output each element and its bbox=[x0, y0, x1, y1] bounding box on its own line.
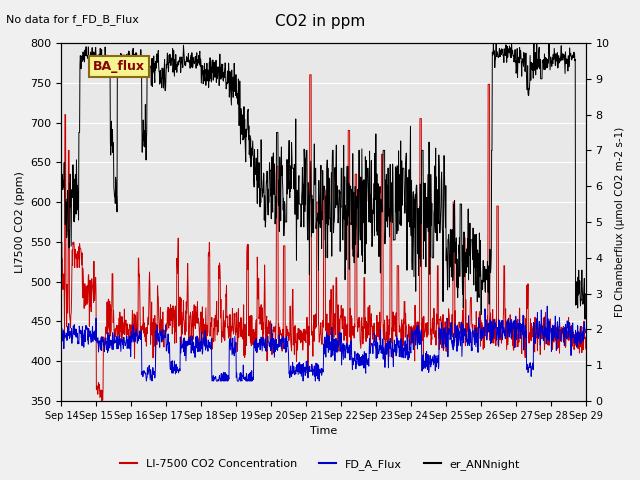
Text: No data for f_FD_B_Flux: No data for f_FD_B_Flux bbox=[6, 14, 140, 25]
Text: BA_flux: BA_flux bbox=[93, 60, 145, 73]
X-axis label: Time: Time bbox=[310, 426, 337, 436]
Y-axis label: LI7500 CO2 (ppm): LI7500 CO2 (ppm) bbox=[15, 171, 25, 273]
Legend: LI-7500 CO2 Concentration, FD_A_Flux, er_ANNnight: LI-7500 CO2 Concentration, FD_A_Flux, er… bbox=[116, 455, 524, 474]
Text: CO2 in ppm: CO2 in ppm bbox=[275, 14, 365, 29]
Y-axis label: FD Chamberflux (μmol CO2 m-2 s-1): FD Chamberflux (μmol CO2 m-2 s-1) bbox=[615, 127, 625, 317]
